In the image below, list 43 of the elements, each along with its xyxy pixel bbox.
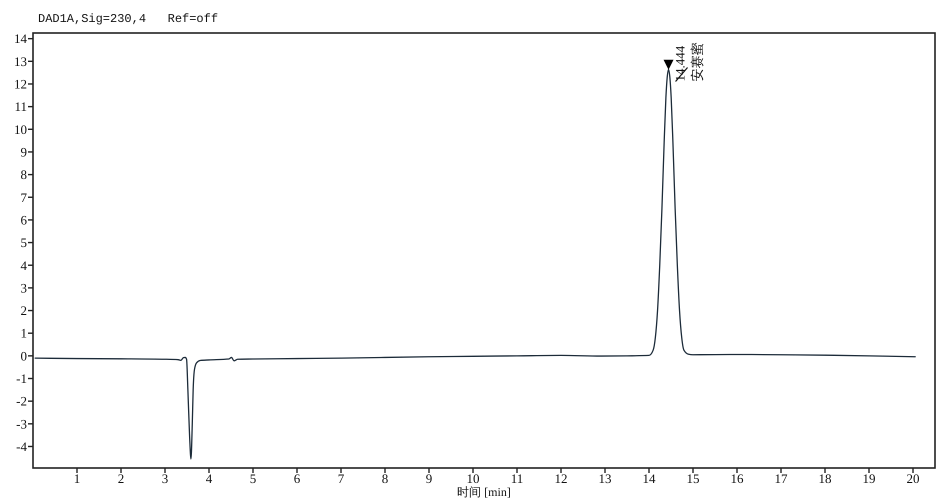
y-tick-label: 5 [20,235,27,250]
y-tick-label: 9 [20,144,27,160]
x-tick-label: 16 [730,471,744,486]
x-tick-label: 19 [862,471,876,486]
x-tick-label: 14 [642,471,656,486]
x-tick-label: 4 [206,471,213,486]
x-tick-label: 20 [906,471,920,486]
x-tick-label: 15 [686,471,700,486]
chart-title: DAD1A,Sig=230,4 Ref=off [38,12,218,26]
y-tick-label: 8 [20,167,27,182]
y-tick-label: 0 [20,348,27,364]
annotation: 14.444 [672,45,688,82]
y-tick-label: 3 [20,280,27,296]
y-tick-label: 10 [14,122,27,137]
y-tick-label: -3 [16,416,27,432]
y-tick-label: -4 [16,439,28,454]
y-tick-label: 6 [20,212,28,228]
x-tick-label: 8 [382,471,388,486]
y-tick-label: -2 [16,394,27,409]
x-tick-label: 1 [74,471,80,486]
x-tick-label: 13 [598,471,612,486]
annotation: 安赛蜜 [690,42,705,82]
x-tick-label: 3 [162,471,168,486]
y-tick-label: 7 [20,190,28,205]
y-tick-label: 1 [20,326,27,341]
y-tick-label: 2 [20,303,27,318]
y-tick-label: 4 [20,258,28,273]
x-tick-label: 5 [250,471,256,486]
y-tick-label: 14 [14,31,28,46]
x-tick-label: 10 [466,471,480,486]
y-tick-label: -1 [16,371,27,386]
x-axis-title: 时间 [min] [457,485,511,499]
y-tick-label: 13 [14,54,27,69]
y-tick-label: 11 [14,99,27,114]
x-tick-label: 7 [338,471,345,486]
x-tick-label: 9 [426,471,432,486]
x-tick-label: 6 [294,471,301,486]
x-tick-label: 11 [510,471,524,486]
x-tick-label: 17 [774,471,788,486]
y-tick-label: 12 [14,76,27,92]
x-tick-label: 18 [818,471,832,486]
x-tick-label: 12 [554,471,568,486]
x-tick-label: 2 [118,471,124,486]
